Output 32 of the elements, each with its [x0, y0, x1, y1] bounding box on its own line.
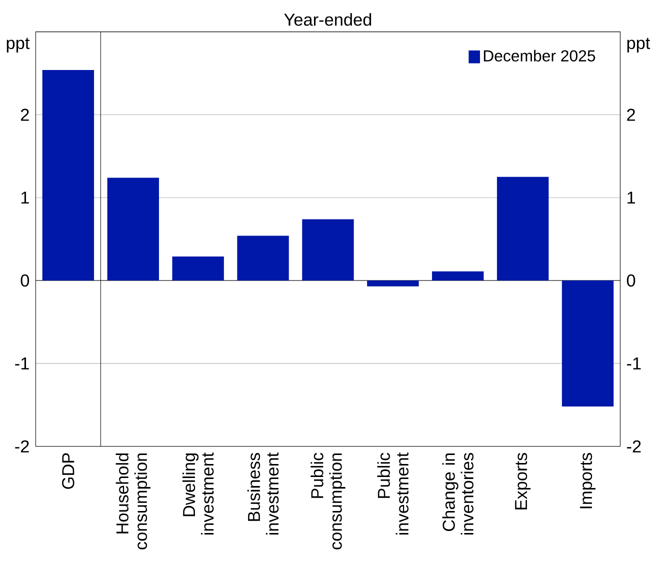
bar	[237, 236, 289, 281]
x-tick-label: Household consumption	[116, 454, 150, 550]
y-tick-label: 2	[20, 108, 29, 121]
bar	[42, 70, 94, 281]
bar	[367, 280, 419, 287]
x-tick-label: Change in inventories	[442, 453, 474, 535]
y-tick-label: -1	[15, 358, 29, 370]
bar	[562, 280, 614, 407]
y2-axis-title: ppt	[627, 38, 650, 53]
bar	[302, 219, 354, 281]
x-tick-label: GDP	[62, 453, 74, 490]
x-tick-label: Public investment	[377, 452, 409, 535]
legend-label: December 2025	[484, 50, 596, 62]
y-tick-label: -2	[15, 440, 29, 453]
chart-title: Year-ended	[284, 13, 372, 26]
y-axis-title: ppt	[6, 38, 30, 53]
bar	[107, 178, 159, 281]
y2-tick-label: -2	[627, 440, 641, 453]
bar	[172, 256, 224, 281]
x-tick-label: Public consumption	[310, 453, 346, 550]
x-tick-label: Imports	[580, 453, 596, 508]
y-tick-label: 1	[21, 192, 29, 204]
x-tick-label: Dwelling investment	[182, 452, 214, 535]
y2-tick-label: -1	[627, 358, 641, 370]
y2-tick-label: 2	[627, 108, 635, 121]
y-tick-label: 0	[20, 274, 30, 287]
bar	[496, 177, 549, 281]
x-tick-label: Business investment	[247, 452, 279, 535]
x-tick-label: Exports	[515, 453, 531, 510]
y2-tick-label: 0	[626, 274, 636, 287]
bar	[432, 272, 484, 281]
y2-tick-label: 1	[628, 192, 636, 204]
